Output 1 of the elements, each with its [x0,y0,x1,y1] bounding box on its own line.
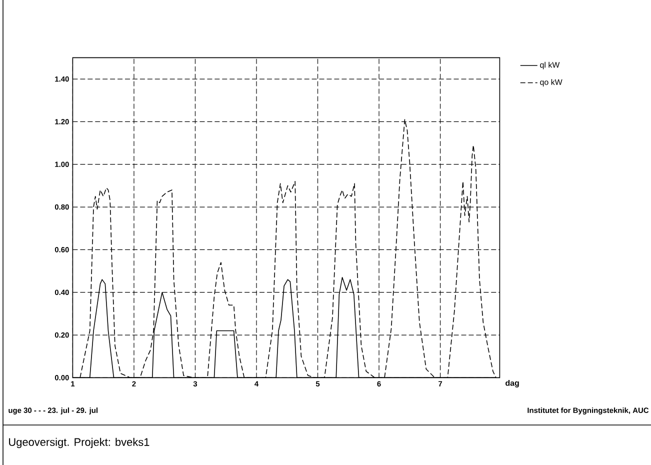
text: Ugeoversigt. Projekt: bveks1 [9,438,150,448]
